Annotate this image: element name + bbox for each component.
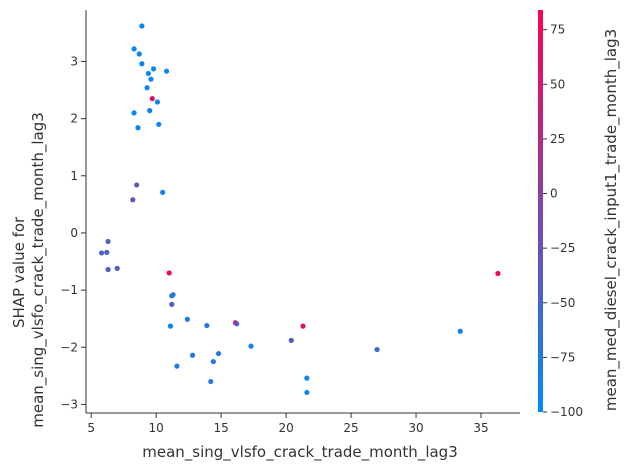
scatter-point — [300, 323, 306, 329]
scatter-point — [304, 389, 310, 396]
colorbar-tick-label: −100 — [550, 405, 583, 419]
scatter-point — [457, 328, 463, 334]
scatter-point — [169, 293, 175, 299]
x-tick-label: 25 — [343, 421, 358, 435]
colorbar-tick-label: −50 — [550, 296, 575, 310]
scatter-point — [163, 68, 170, 74]
scatter-point — [134, 182, 140, 188]
colorbar-ticks: −100 −75 −50 −25 0 25 50 75 — [543, 23, 583, 419]
colorbar-tick-label: −25 — [550, 241, 575, 255]
y-tick-label: −2 — [60, 340, 78, 354]
y-tick-label: 2 — [70, 112, 78, 126]
scatter-point — [114, 265, 120, 271]
colorbar-label: mean_med_diesel_crack_input1_trade_month… — [602, 29, 621, 411]
scatter-point — [169, 301, 175, 307]
colorbar-tick-label: 25 — [550, 132, 565, 146]
scatter-point — [184, 316, 190, 322]
scatter-point — [149, 96, 155, 102]
scatter-point — [189, 352, 196, 358]
scatter-point — [374, 346, 380, 353]
y-ticks: −3 −2 −1 0 1 2 3 — [60, 54, 86, 411]
scatter-point — [104, 249, 110, 255]
y-tick-label: 0 — [70, 226, 78, 240]
colorbar-tick-label: −75 — [550, 350, 575, 364]
colorbar-tick-label: 75 — [550, 23, 565, 37]
scatter-point — [98, 250, 105, 256]
scatter-point — [136, 51, 142, 57]
scatter-point — [167, 323, 174, 329]
scatter-point — [130, 197, 136, 203]
scatter-point — [304, 375, 310, 381]
y-axis-label-line-1: SHAP value for — [10, 216, 28, 328]
scatter-point — [150, 66, 157, 72]
scatter-point — [156, 121, 162, 127]
x-tick-label: 20 — [278, 421, 293, 435]
x-ticks: 5 10 15 20 25 30 35 — [87, 413, 489, 435]
scatter-point — [139, 61, 145, 67]
x-tick-label: 35 — [473, 421, 488, 435]
x-tick-label: 15 — [213, 421, 228, 435]
scatter-point — [248, 343, 254, 349]
scatter-point — [131, 110, 137, 116]
scatter-point — [174, 363, 180, 369]
scatter-point — [495, 270, 501, 277]
plot-area: 5 10 15 20 25 30 35 −3 −2 −1 0 1 2 3 — [60, 10, 520, 435]
scatter-point — [131, 46, 137, 52]
scatter-point — [147, 108, 153, 114]
colorbar — [538, 10, 543, 412]
scatter-point — [204, 322, 210, 329]
scatter-point — [208, 378, 214, 385]
x-tick-label: 30 — [408, 421, 423, 435]
scatter-point — [154, 99, 161, 105]
scatter-point — [145, 70, 151, 77]
x-tick-label: 10 — [149, 421, 164, 435]
y-axis-label: SHAP value for mean_sing_vlsfo_crack_tra… — [10, 112, 48, 428]
scatter-point — [144, 85, 150, 91]
x-axis-label: mean_sing_vlsfo_crack_trade_month_lag3 — [142, 443, 458, 462]
scatter-point — [166, 270, 172, 276]
x-tick-label: 5 — [87, 421, 95, 435]
scatter-point — [135, 125, 141, 131]
scatter-point — [139, 23, 145, 29]
y-tick-label: −1 — [60, 283, 78, 297]
y-tick-label: 3 — [70, 54, 78, 68]
colorbar-tick-label: 50 — [550, 77, 565, 91]
scatter-point — [148, 76, 154, 82]
scatter-point — [105, 238, 111, 245]
scatter-points — [98, 23, 501, 396]
colorbar-tick-label: 0 — [550, 187, 558, 201]
scatter-point — [288, 337, 294, 344]
scatter-point — [215, 350, 222, 357]
scatter-point — [160, 189, 166, 195]
scatter-point — [210, 358, 216, 365]
scatter-point — [234, 321, 240, 327]
y-axis-label-line-2: mean_sing_vlsfo_crack_trade_month_lag3 — [29, 112, 48, 428]
y-tick-label: −3 — [60, 397, 78, 411]
y-tick-label: 1 — [70, 169, 78, 183]
scatter-point — [105, 266, 111, 273]
